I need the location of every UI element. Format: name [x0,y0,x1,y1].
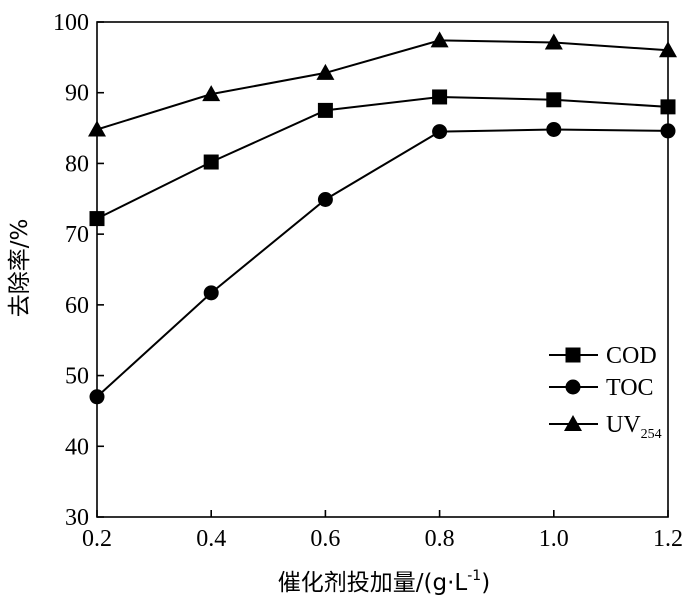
series-toc [89,121,676,405]
series-layer [88,31,677,405]
series-line-uv254 [96,39,669,131]
x-axis-title: 催化剂投加量/(g·L-1) [278,568,490,596]
data-point-cod [317,102,333,118]
legend-label-main: TOC [606,375,654,401]
data-point-cod [660,99,676,115]
legend-label-toc: TOC [606,375,654,401]
x-tick-label: 0.2 [82,526,112,552]
y-tick-label: 90 [65,81,89,107]
x-tick-label: 1.2 [653,526,683,552]
series-cod [89,89,676,227]
x-tick-label: 0.6 [310,526,340,552]
data-point-uv254 [202,85,221,102]
y-tick-label: 100 [53,10,89,36]
data-point-toc [203,285,219,301]
data-point-toc [89,389,105,405]
legend-label-cod: COD [606,343,657,369]
data-point-toc [432,124,448,140]
y-tick-label: 70 [65,222,89,248]
data-point-toc [546,121,562,137]
data-point-cod [203,154,219,170]
data-point-uv254 [659,41,677,58]
data-point-toc [317,191,333,207]
legend: COD TOC UV254 [549,343,662,442]
x-axis-title-main: 催化剂投加量/(g·L [278,570,468,596]
axes: 30 40 50 60 70 80 90 100 0.2 0.4 0.6 0.8 1.0 1.2 [53,10,683,552]
legend-marker-toc [565,379,581,395]
legend-label-uv254: UV254 [606,412,662,442]
y-tick-label: 50 [65,364,89,390]
legend-label-main: UV [606,412,641,438]
data-point-uv254 [316,63,335,80]
data-point-uv254 [544,33,563,50]
x-tick-label: 0.8 [425,526,455,552]
y-tick-label: 60 [65,293,89,319]
data-point-toc [660,123,676,139]
y-tick-label: 40 [65,434,89,460]
series-line-toc [96,128,669,398]
y-tick-label: 30 [65,505,89,531]
data-point-uv254 [430,31,449,48]
x-axis-title-end: ) [481,570,490,596]
series-uv254 [88,31,677,137]
y-tick-label: 80 [65,151,89,177]
plot-frame [96,21,669,518]
data-point-cod [89,211,105,227]
legend-marker-cod [565,347,581,363]
data-point-uv254 [88,120,106,137]
series-line-cod [96,95,669,220]
legend-label-subscript: 254 [641,427,662,442]
y-axis-title: 去除率/% [7,219,33,318]
legend-label-main: COD [606,343,657,369]
x-tick-label: 1.0 [539,526,569,552]
x-axis-title-superscript: -1 [467,568,481,584]
data-point-cod [432,89,448,105]
legend-marker-uv254 [564,415,582,431]
data-point-cod [546,92,562,108]
x-tick-label: 0.4 [196,526,226,552]
